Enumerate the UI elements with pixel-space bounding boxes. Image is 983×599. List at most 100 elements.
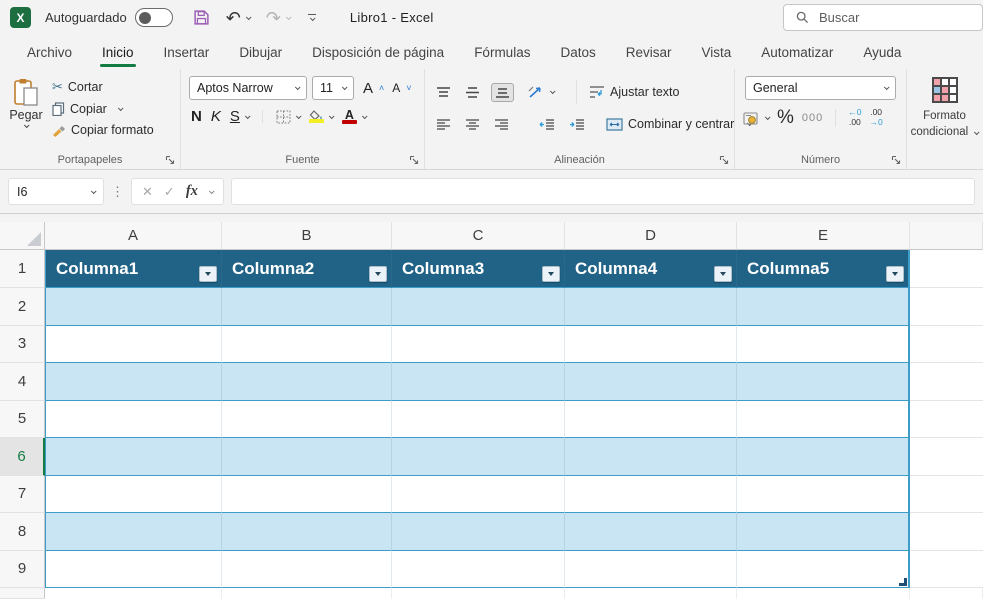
tab-dibujar[interactable]: Dibujar bbox=[239, 44, 283, 60]
align-bottom-button[interactable] bbox=[491, 82, 514, 102]
table-cell[interactable] bbox=[392, 550, 565, 588]
number-format-select[interactable]: General bbox=[745, 76, 896, 100]
tab-disposici-n-de-p-gina[interactable]: Disposición de página bbox=[312, 44, 445, 60]
percent-style-button[interactable]: % bbox=[777, 107, 794, 128]
table-cell[interactable] bbox=[45, 475, 222, 513]
table-header-cell[interactable]: Columna4 bbox=[565, 250, 737, 288]
table-cell[interactable] bbox=[737, 325, 910, 363]
table-resize-handle[interactable] bbox=[899, 578, 907, 586]
clipboard-dialog-launcher-icon[interactable] bbox=[165, 155, 175, 165]
align-left-button[interactable] bbox=[433, 116, 454, 133]
row-header-4[interactable]: 4 bbox=[0, 363, 45, 401]
bold-button[interactable]: N bbox=[191, 108, 202, 125]
italic-button[interactable]: K bbox=[210, 108, 221, 125]
row-header-5[interactable]: 5 bbox=[0, 400, 45, 438]
table-cell[interactable] bbox=[392, 363, 565, 401]
tab-inicio[interactable]: Inicio bbox=[89, 37, 147, 68]
table-cell[interactable] bbox=[45, 288, 222, 326]
tab-f-rmulas[interactable]: Fórmulas bbox=[474, 44, 531, 60]
table-cell[interactable] bbox=[737, 513, 910, 551]
table-cell[interactable] bbox=[565, 550, 737, 588]
alignment-dialog-launcher-icon[interactable] bbox=[719, 155, 729, 165]
align-top-button[interactable] bbox=[433, 84, 454, 101]
table-cell[interactable] bbox=[565, 400, 737, 438]
table-cell[interactable] bbox=[565, 288, 737, 326]
column-header-D[interactable]: D bbox=[565, 222, 737, 250]
table-cell[interactable] bbox=[565, 475, 737, 513]
table-cell[interactable] bbox=[392, 325, 565, 363]
table-cell[interactable] bbox=[222, 475, 392, 513]
table-header-cell[interactable]: Columna5 bbox=[737, 250, 910, 288]
filter-button[interactable] bbox=[369, 266, 387, 282]
font-color-button[interactable]: A bbox=[341, 109, 368, 125]
tab-insertar[interactable]: Insertar bbox=[163, 44, 210, 60]
paste-button[interactable]: Pegar bbox=[0, 76, 52, 169]
table-cell[interactable] bbox=[222, 438, 392, 476]
table-cell[interactable] bbox=[565, 363, 737, 401]
grid-cell[interactable] bbox=[910, 513, 983, 551]
font-name-select[interactable]: Aptos Narrow bbox=[189, 76, 307, 100]
decrease-indent-button[interactable] bbox=[536, 116, 558, 133]
cut-button[interactable]: ✂ Cortar bbox=[52, 79, 154, 95]
save-button[interactable] bbox=[193, 9, 210, 26]
table-cell[interactable] bbox=[222, 363, 392, 401]
formula-input[interactable] bbox=[230, 178, 975, 205]
orientation-button[interactable] bbox=[528, 85, 556, 99]
select-all-button[interactable] bbox=[0, 222, 45, 250]
table-cell[interactable] bbox=[392, 475, 565, 513]
grid-cell[interactable] bbox=[910, 588, 983, 599]
column-header-B[interactable]: B bbox=[222, 222, 392, 250]
align-right-button[interactable] bbox=[491, 116, 512, 133]
grid-cell[interactable] bbox=[910, 550, 983, 588]
increase-decimal-button[interactable]: ←0 .00 bbox=[848, 107, 861, 128]
filter-button[interactable] bbox=[542, 266, 560, 282]
column-header-C[interactable]: C bbox=[392, 222, 565, 250]
tab-datos[interactable]: Datos bbox=[560, 44, 596, 60]
grid-cell[interactable] bbox=[910, 438, 983, 476]
grid-cell[interactable] bbox=[910, 363, 983, 401]
decrease-decimal-button[interactable]: .00 →0 bbox=[870, 107, 883, 128]
table-header-cell[interactable]: Columna2 bbox=[222, 250, 392, 288]
table-cell[interactable] bbox=[737, 475, 910, 513]
tab-revisar[interactable]: Revisar bbox=[625, 44, 672, 60]
enter-button[interactable]: ✓ bbox=[163, 183, 175, 199]
number-dialog-launcher-icon[interactable] bbox=[891, 155, 901, 165]
grid-cell[interactable] bbox=[910, 288, 983, 326]
tab-automatizar[interactable]: Automatizar bbox=[761, 44, 834, 60]
grid-cell[interactable] bbox=[910, 400, 983, 438]
table-cell[interactable] bbox=[565, 325, 737, 363]
column-header-E[interactable]: E bbox=[737, 222, 910, 250]
filter-button[interactable] bbox=[714, 266, 732, 282]
table-cell[interactable] bbox=[392, 400, 565, 438]
row-header-3[interactable]: 3 bbox=[0, 325, 45, 363]
filter-button[interactable] bbox=[199, 266, 217, 282]
redo-button[interactable]: ↷ bbox=[266, 9, 292, 27]
excel-logo-icon[interactable]: X bbox=[10, 7, 31, 28]
row-header-partial[interactable] bbox=[0, 588, 45, 599]
grid-cell[interactable] bbox=[737, 588, 910, 599]
table-cell[interactable] bbox=[737, 550, 910, 588]
row-header-7[interactable]: 7 bbox=[0, 475, 45, 513]
table-cell[interactable] bbox=[45, 325, 222, 363]
grid-cell[interactable] bbox=[910, 475, 983, 513]
search-box[interactable]: Buscar bbox=[783, 4, 983, 31]
increase-indent-button[interactable] bbox=[566, 116, 588, 133]
merge-center-button[interactable]: Combinar y centrar bbox=[606, 117, 753, 131]
table-cell[interactable] bbox=[737, 288, 910, 326]
grid-cell[interactable] bbox=[910, 325, 983, 363]
formula-bar-grip[interactable]: ⋮ bbox=[111, 183, 124, 199]
tab-vista[interactable]: Vista bbox=[701, 44, 732, 60]
grid-cell[interactable] bbox=[565, 588, 737, 599]
borders-button[interactable] bbox=[276, 110, 302, 124]
table-cell[interactable] bbox=[45, 363, 222, 401]
table-header-cell[interactable]: Columna1 bbox=[45, 250, 222, 288]
row-header-1[interactable]: 1 bbox=[0, 250, 45, 288]
table-cell[interactable] bbox=[222, 288, 392, 326]
grid-cell[interactable] bbox=[45, 588, 222, 599]
wrap-text-button[interactable]: Ajustar texto bbox=[589, 85, 679, 99]
conditional-formatting-button[interactable]: Formato condicional bbox=[911, 77, 980, 140]
fill-color-button[interactable] bbox=[308, 110, 335, 123]
cancel-button[interactable]: ✕ bbox=[142, 183, 153, 199]
align-center-button[interactable] bbox=[462, 116, 483, 133]
customize-quick-access-button[interactable] bbox=[307, 13, 316, 22]
